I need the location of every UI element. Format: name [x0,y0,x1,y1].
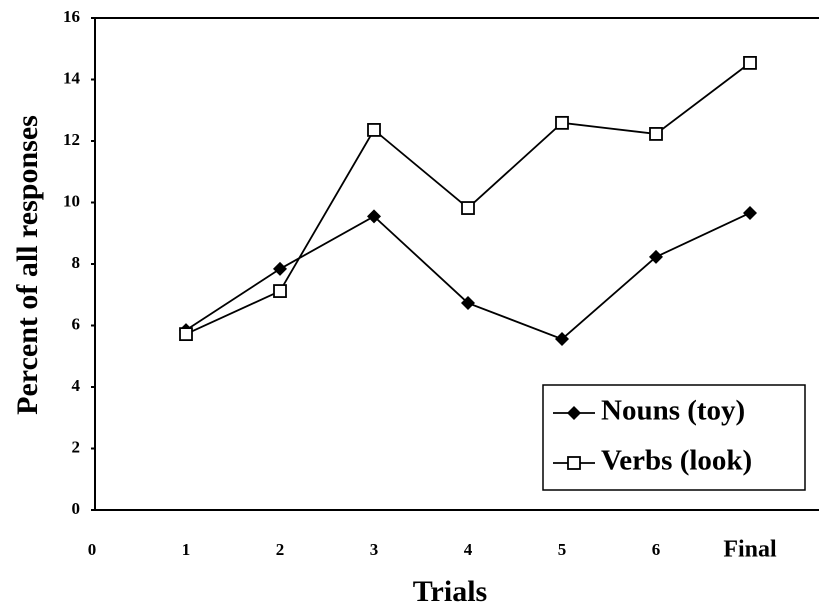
point [367,209,381,224]
point [743,55,757,70]
y-tick-label: 8 [72,253,81,272]
y-tick-label: 0 [72,499,81,518]
legend: Nouns (toy) Verbs (look) [542,384,806,491]
y-tick-label: 12 [63,130,80,149]
point [649,127,663,141]
x-tick-label: 0 [88,540,97,559]
x-axis-title: Trials [413,575,487,608]
point [567,406,581,420]
point [179,327,193,342]
legend-box [542,384,806,491]
y-tick-label: 4 [72,376,81,395]
legend-label: Verbs (look) [601,445,752,477]
x-tick-label: 1 [182,540,191,559]
point [555,115,569,130]
point [649,249,663,264]
y-tick-label: 6 [72,314,81,333]
x-tick-label: 4 [464,540,473,559]
y-tick-label: 16 [63,7,80,26]
x-tick-label: 5 [558,540,567,559]
point [273,261,287,276]
y-tick-label: 14 [63,68,81,87]
point [743,205,757,220]
point [367,123,381,137]
point [555,332,569,347]
y-tick-label: 10 [63,191,80,210]
x-tick-label: 2 [276,540,285,559]
y-tick-label: 2 [72,437,81,456]
legend-label: Nouns (toy) [601,395,745,427]
point [461,296,475,311]
point [567,456,581,470]
point [273,284,287,298]
y-axis-title: Percent of all responses [11,115,44,415]
x-tick-label: 6 [652,540,661,559]
series-line [185,212,751,341]
x-tick-label: Final [723,537,777,563]
point [461,201,475,215]
series-line [185,62,751,335]
x-tick-label: 3 [370,540,379,559]
